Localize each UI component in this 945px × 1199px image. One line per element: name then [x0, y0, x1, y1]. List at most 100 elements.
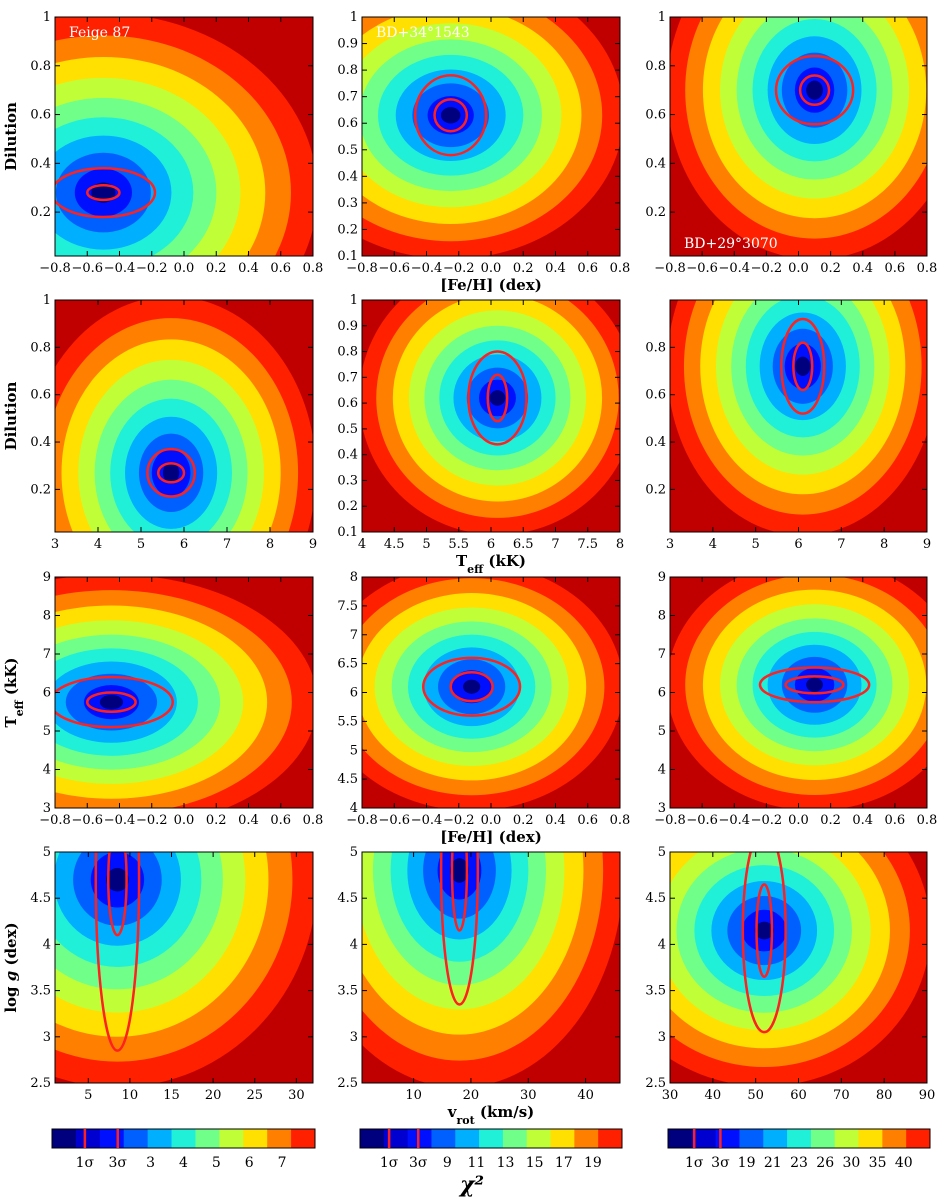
sigma-contour-1σ [156, 462, 186, 484]
colorbar-swatch [739, 1129, 764, 1148]
colorbar-label: 6 [245, 1155, 254, 1171]
y-tick-label: 0.8 [30, 340, 51, 355]
colorbar-label: 1σ [380, 1155, 399, 1171]
colorbar-swatch [99, 1129, 125, 1148]
x-tick-label: 0.4 [852, 261, 873, 276]
y-tick-label: 8 [43, 609, 51, 624]
colorbar-label: 35 [869, 1155, 887, 1171]
colorbar-frame [667, 1128, 931, 1149]
x-tick-label: 6 [794, 537, 802, 552]
x-tick-label: 0.8 [610, 261, 631, 276]
colorbar-swatch [360, 1129, 385, 1148]
x-tick-label: 0.6 [885, 813, 906, 828]
y-tick-label: 0.9 [337, 319, 358, 334]
sigma-contour-3σ [146, 447, 197, 498]
x-tick-label: 0.2 [206, 261, 227, 276]
colorbar-swatch [691, 1129, 717, 1148]
y-tick-label: 4 [43, 763, 51, 778]
chi2-field [670, 300, 927, 532]
x-tick-label: 10 [405, 1088, 422, 1103]
x-axis-label: vrot (km/s) [447, 1103, 535, 1127]
x-tick-label: −0.2 [443, 813, 475, 828]
chi2-minimum [806, 80, 823, 100]
y-tick-label: 8 [658, 609, 666, 624]
colorbar-label: 19 [584, 1155, 602, 1171]
y-tick-label: 1 [350, 293, 358, 308]
sigma-contour-3σ [94, 852, 141, 1052]
sigma-contour-1σ [784, 675, 845, 695]
chi2-field [670, 17, 927, 256]
x-tick-label: 0.8 [610, 813, 631, 828]
chi2-field [362, 300, 620, 532]
chi2-field [362, 852, 620, 1083]
chi2-field [55, 17, 313, 256]
y-tick-label: 0.1 [337, 249, 358, 264]
x-tick-label: −0.8 [346, 261, 378, 276]
colorbar-0: 1σ 3σ 3 4 5 6 7 [51, 1128, 316, 1171]
chi2-field [362, 577, 620, 808]
x-tick-label: 0.0 [174, 261, 195, 276]
x-tick-label: 0.6 [577, 813, 598, 828]
chi2-minimum [450, 858, 469, 883]
x-tick-label: 0.2 [820, 813, 841, 828]
y-axis-label: Teff (kK) [2, 657, 26, 727]
sigma-contour-1σ [86, 184, 121, 202]
y-axis-label: Dilution [2, 381, 20, 450]
x-tick-label: 25 [246, 1088, 263, 1103]
x-tick-label: 15 [163, 1088, 180, 1103]
x-tick-label: 4 [94, 537, 102, 552]
panel-r1-c1: 4 4.5 5 5.5 6 6.5 7 7.5 8 0.1 0.2 0.3 0.4 0.5 0.6 0.7 0.… [337, 293, 624, 576]
y-tick-label: 4 [43, 937, 51, 952]
x-tick-label: 7 [223, 537, 231, 552]
colorbar-swatch [52, 1129, 77, 1148]
star-name: Feige 87 [69, 25, 130, 41]
y-tick-label: 0.3 [337, 196, 358, 211]
x-tick-label: 0.6 [270, 813, 291, 828]
x-tick-label: 6 [180, 537, 188, 552]
colorbar-label: 21 [764, 1155, 782, 1171]
x-tick-label: 0.0 [481, 813, 502, 828]
colorbar-label: 4 [179, 1155, 188, 1171]
x-tick-label: 0.4 [238, 261, 259, 276]
colorbar-label: 40 [895, 1155, 913, 1171]
panel-frame [54, 851, 314, 1084]
x-tick-label: 0.8 [917, 813, 938, 828]
colorbar-label: 11 [468, 1155, 486, 1171]
y-tick-label: 5 [43, 724, 51, 739]
colorbar-swatch [598, 1129, 623, 1148]
y-tick-label: 0.2 [645, 482, 666, 497]
chi2-minimum [162, 462, 180, 483]
x-tick-label: 70 [833, 1088, 850, 1103]
colorbar-swatch [219, 1129, 244, 1148]
y-tick-label: 4 [658, 937, 666, 952]
colorbar-label: 3σ [711, 1155, 730, 1171]
sigma-contour-1σ [107, 852, 128, 937]
colorbar-label: 3σ [109, 1155, 128, 1171]
panel-r2-c2: −0.8 −0.6 −0.4 −0.2 0.0 0.2 0.4 0.6 0.8 3 4 5 6 7 8 9 [654, 570, 938, 828]
colorbar-label: 7 [278, 1155, 287, 1171]
y-tick-label: 7 [43, 647, 51, 662]
x-tick-label: 30 [520, 1088, 537, 1103]
x-tick-label: −0.4 [718, 813, 750, 828]
x-tick-label: 40 [705, 1088, 722, 1103]
colorbar-swatch [906, 1129, 931, 1148]
y-tick-label: 6.5 [337, 657, 358, 672]
x-tick-label: 50 [747, 1088, 764, 1103]
y-tick-label: 0.8 [645, 340, 666, 355]
y-tick-label: 0.7 [337, 370, 358, 385]
x-tick-label: 10 [122, 1088, 139, 1103]
y-tick-label: 0.3 [337, 473, 358, 488]
y-tick-label: 3.5 [337, 984, 358, 999]
y-tick-label: 0.7 [337, 90, 358, 105]
y-tick-label: 0.6 [645, 388, 666, 403]
x-tick-label: 5 [137, 537, 145, 552]
y-tick-label: 9 [658, 570, 666, 585]
sigma-contour-1σ [449, 671, 494, 703]
sigma-contour-3σ [467, 350, 528, 446]
y-tick-label: 3 [350, 1030, 358, 1045]
panel-r3-c2: 30 40 50 60 70 80 90 2.5 3 3.5 4 4.5 5 [645, 845, 935, 1103]
x-tick-label: 30 [288, 1088, 305, 1103]
colorbar-swatch [383, 1129, 409, 1148]
x-tick-label: 9 [923, 537, 931, 552]
panel-r1-c0: 3 4 5 6 7 8 9 0.2 0.4 0.6 0.8 1 Dilution [2, 293, 317, 552]
